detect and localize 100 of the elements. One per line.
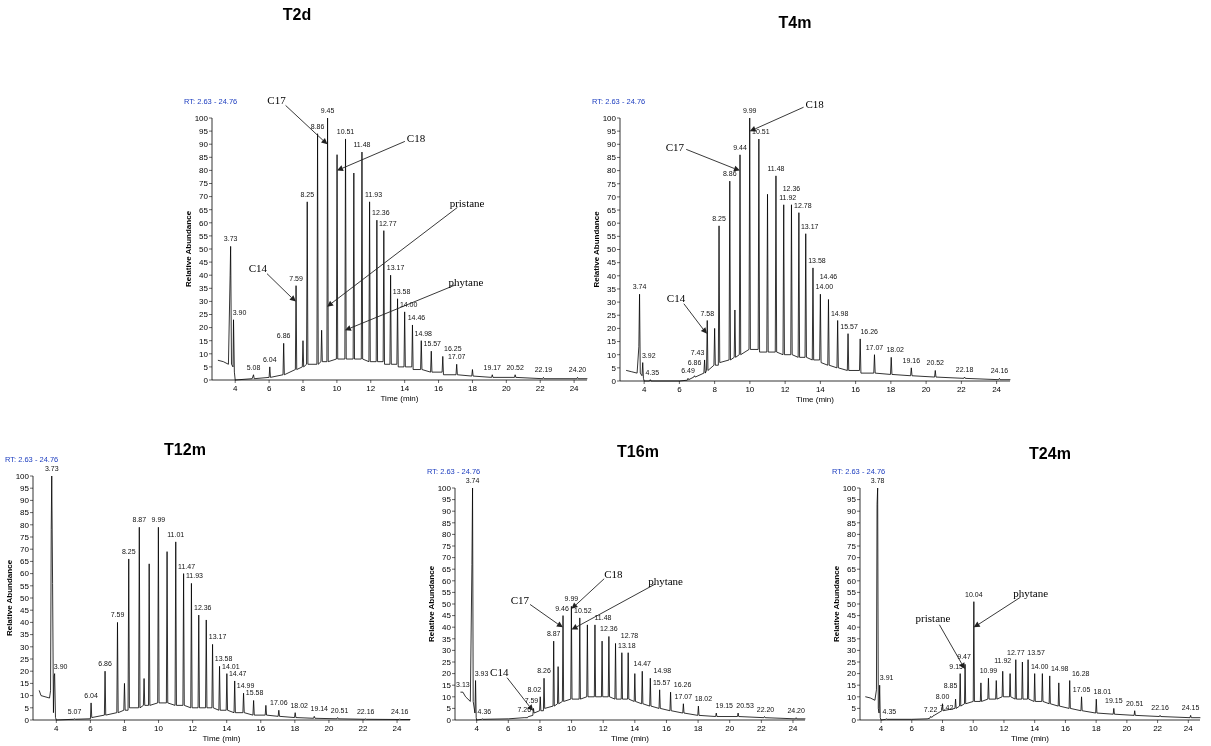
x-tick-label: 6 bbox=[88, 724, 94, 733]
y-tick-label: 35 bbox=[847, 634, 857, 644]
x-tick-label: 10 bbox=[968, 724, 979, 733]
chart-title: T12m bbox=[164, 441, 206, 458]
y-tick-label: 55 bbox=[442, 588, 452, 598]
annotation: C14 bbox=[490, 665, 509, 678]
x-tick-label: 20 bbox=[501, 384, 512, 393]
y-tick-label: 0 bbox=[203, 375, 209, 385]
x-tick-label: 8 bbox=[537, 724, 543, 733]
x-tick-label: 14 bbox=[400, 384, 410, 393]
y-tick-label: 75 bbox=[199, 179, 209, 189]
y-tick-label: 45 bbox=[20, 606, 30, 615]
y-tick-label: 20 bbox=[607, 324, 617, 334]
x-tick-label: 20 bbox=[324, 724, 334, 733]
x-tick-label: 18 bbox=[1091, 724, 1102, 733]
x-tick-label: 4 bbox=[232, 384, 238, 393]
y-tick-label: 0 bbox=[851, 715, 857, 725]
x-axis-title: Time (min) bbox=[1011, 734, 1050, 743]
y-tick-label: 55 bbox=[20, 581, 30, 591]
y-tick-label: 30 bbox=[199, 297, 209, 307]
annotation: phytane bbox=[648, 574, 684, 587]
x-tick-label: 22 bbox=[535, 384, 546, 393]
y-tick-label: 35 bbox=[20, 630, 30, 640]
y-axis-title: Relative Abundance bbox=[427, 565, 436, 643]
y-tick-label: 15 bbox=[442, 681, 452, 690]
annotation: pristane bbox=[449, 196, 485, 209]
y-tick-label: 50 bbox=[847, 599, 857, 609]
chart-title: T4m bbox=[778, 14, 812, 31]
y-tick-label: 40 bbox=[607, 271, 617, 281]
x-tick-label: 12 bbox=[188, 724, 198, 733]
x-axis-title: Time (min) bbox=[611, 734, 650, 743]
y-tick-label: 95 bbox=[607, 126, 617, 136]
y-tick-label: 85 bbox=[199, 153, 209, 163]
y-tick-label: 60 bbox=[607, 219, 617, 228]
annotation: C14 bbox=[248, 262, 268, 275]
chart-title: T2d bbox=[282, 6, 312, 23]
y-tick-label: 50 bbox=[442, 599, 452, 609]
y-tick-label: 15 bbox=[20, 679, 30, 689]
y-tick-label: 90 bbox=[847, 507, 857, 516]
chart-title: T24m bbox=[1029, 445, 1071, 462]
y-tick-label: 75 bbox=[442, 541, 452, 551]
y-axis-title: Relative Abundance bbox=[5, 559, 14, 637]
x-tick-label: 8 bbox=[940, 724, 946, 733]
y-tick-label: 5 bbox=[851, 704, 857, 714]
y-tick-label: 35 bbox=[199, 284, 209, 294]
y-tick-label: 80 bbox=[199, 166, 209, 176]
annotation: C18 bbox=[406, 132, 426, 145]
y-tick-label: 75 bbox=[607, 179, 617, 189]
y-tick-label: 100 bbox=[15, 471, 30, 481]
y-tick-label: 100 bbox=[842, 483, 857, 493]
chart-title: T16m bbox=[617, 443, 659, 460]
annotation: C18 bbox=[805, 98, 825, 111]
y-tick-label: 50 bbox=[607, 245, 617, 255]
y-tick-label: 10 bbox=[607, 350, 617, 360]
y-tick-label: 70 bbox=[847, 553, 857, 563]
x-tick-label: 14 bbox=[815, 385, 826, 394]
y-tick-label: 90 bbox=[199, 140, 209, 149]
y-tick-label: 5 bbox=[611, 363, 617, 373]
y-tick-label: 20 bbox=[847, 669, 857, 679]
x-tick-label: 20 bbox=[921, 385, 932, 394]
x-tick-label: 4 bbox=[641, 385, 647, 394]
y-tick-label: 10 bbox=[847, 692, 857, 702]
x-tick-label: 6 bbox=[506, 724, 512, 733]
y-tick-label: 95 bbox=[442, 495, 452, 505]
y-tick-label: 60 bbox=[847, 576, 857, 586]
y-tick-label: 60 bbox=[442, 576, 452, 586]
y-tick-label: 95 bbox=[199, 126, 209, 136]
y-tick-label: 80 bbox=[847, 530, 857, 540]
x-tick-label: 12 bbox=[366, 384, 376, 393]
x-axis-title: Time (min) bbox=[380, 394, 419, 403]
x-tick-label: 6 bbox=[266, 384, 272, 393]
x-tick-label: 18 bbox=[693, 724, 704, 733]
x-tick-label: 14 bbox=[630, 724, 640, 733]
y-tick-label: 45 bbox=[607, 258, 617, 268]
x-tick-label: 18 bbox=[290, 724, 300, 733]
y-tick-label: 40 bbox=[20, 618, 30, 628]
annotation: pristane bbox=[915, 611, 951, 624]
y-tick-label: 20 bbox=[442, 669, 452, 679]
y-tick-label: 25 bbox=[847, 657, 857, 667]
x-tick-label: 8 bbox=[122, 724, 128, 733]
x-axis-title: Time (min) bbox=[202, 734, 241, 743]
x-tick-label: 22 bbox=[756, 724, 767, 733]
y-tick-label: 60 bbox=[20, 569, 30, 579]
y-tick-label: 10 bbox=[20, 691, 30, 701]
annotation: phytane bbox=[1013, 587, 1049, 600]
y-tick-label: 100 bbox=[602, 113, 617, 123]
y-tick-label: 80 bbox=[442, 530, 452, 540]
y-tick-label: 50 bbox=[20, 593, 30, 603]
y-tick-label: 100 bbox=[194, 113, 209, 123]
x-tick-label: 10 bbox=[567, 724, 577, 733]
annotation: C17 bbox=[510, 594, 530, 607]
y-axis-title: Relative Abundance bbox=[832, 565, 841, 643]
x-tick-label: 4 bbox=[878, 724, 884, 733]
y-tick-label: 20 bbox=[20, 667, 30, 676]
y-tick-label: 70 bbox=[199, 192, 209, 202]
y-tick-label: 70 bbox=[607, 192, 617, 202]
y-tick-label: 70 bbox=[442, 553, 452, 563]
x-tick-label: 6 bbox=[909, 724, 915, 733]
y-tick-label: 45 bbox=[199, 257, 209, 267]
annotation: C17 bbox=[665, 140, 685, 153]
